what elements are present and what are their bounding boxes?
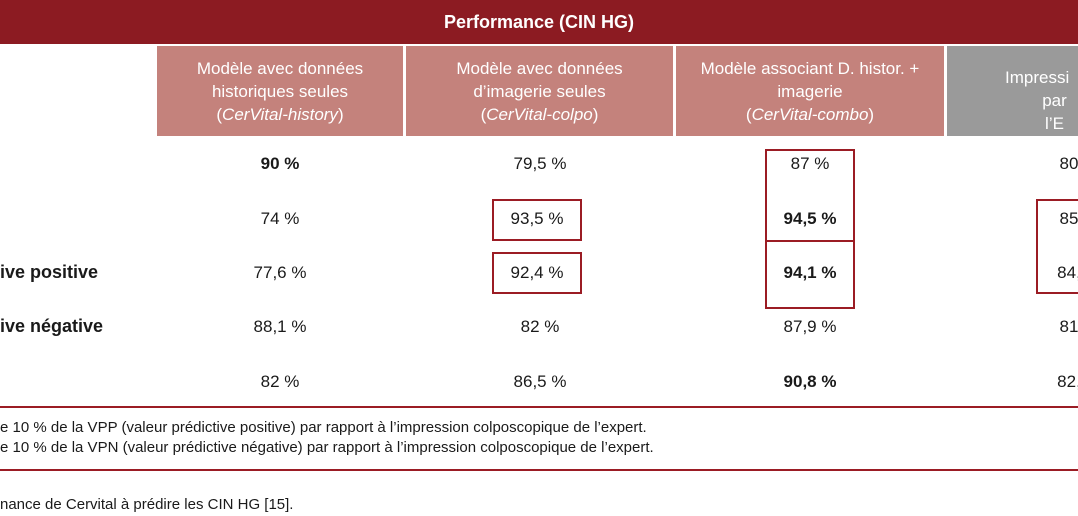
cell-expert-sensitivity: 80 (1059, 154, 1078, 173)
row-label-vpn: ive négative (0, 316, 104, 336)
column-header-line1: Impressi (1005, 68, 1070, 87)
table-bottom-rule (0, 406, 1078, 408)
footnote-vpn: e 10 % de la VPN (valeur prédictive néga… (0, 439, 654, 456)
column-header-line1: Modèle avec données (196, 58, 364, 78)
highlight-box-expert (1036, 199, 1078, 294)
column-header-colpo: Modèle avec données d’imagerie seules (C… (406, 46, 673, 136)
column-header-line2: par l’E (1042, 91, 1067, 133)
column-header-model-name: (CerVital-colpo) (480, 104, 599, 124)
cell-colpo-sensitivity: 79,5 % (513, 154, 567, 173)
caption-rule (0, 469, 1078, 471)
column-header-expert: Impressi par l’E (947, 46, 1078, 136)
cell-history-sensitivity: 90 % (260, 154, 300, 173)
row-label-vpp: ive positive (0, 262, 99, 282)
table-title: Performance (CIN HG) (0, 0, 1078, 44)
cell-expert-specificity: 85 (1059, 209, 1078, 228)
column-header-combo: Modèle associant D. histor. + imagerie (… (676, 46, 944, 136)
cell-history-vpn: 88,1 % (253, 317, 307, 336)
cell-history-specificity: 74 % (260, 209, 300, 228)
highlight-box-divider (765, 240, 855, 242)
cell-combo-vpn: 87,9 % (783, 317, 837, 336)
footnote-vpp: e 10 % de la VPP (valeur prédictive posi… (0, 419, 647, 436)
cell-colpo-accuracy: 86,5 % (513, 372, 567, 391)
highlight-box-colpo-vpp (492, 252, 582, 294)
highlight-box-colpo-specificity (492, 199, 582, 241)
cell-expert-accuracy: 82, (1057, 372, 1078, 391)
cell-combo-vpp: 94,1 % (783, 263, 837, 282)
column-header-line1: Modèle associant D. histor. + (700, 58, 920, 78)
cell-combo-sensitivity: 87 % (790, 154, 830, 173)
cell-combo-specificity: 94,5 % (783, 209, 837, 228)
column-header-line2: historiques seules (211, 81, 349, 101)
cell-history-accuracy: 82 % (260, 372, 300, 391)
column-header-model-name: (CerVital-history) (216, 104, 344, 124)
column-header-line2: d’imagerie seules (473, 81, 606, 101)
cell-colpo-vpp: 92,4 % (510, 263, 564, 282)
cell-history-vpp: 77,6 % (253, 263, 307, 282)
highlight-box-combo (765, 149, 855, 309)
cell-colpo-vpn: 82 % (520, 317, 560, 336)
cell-expert-vpp: 84, (1057, 263, 1078, 282)
column-header-line2: imagerie (777, 81, 843, 101)
cell-combo-accuracy: 90,8 % (783, 372, 837, 391)
column-header-model-name: (CerVital-combo) (745, 104, 875, 124)
column-header-line1: Modèle avec données (456, 58, 623, 78)
cell-colpo-specificity: 93,5 % (510, 209, 564, 228)
table-caption: nance de Cervital à prédire les CIN HG [… (0, 496, 294, 513)
column-header-history: Modèle avec données historiques seules (… (157, 46, 403, 136)
cell-expert-vpn: 81 (1059, 317, 1078, 336)
